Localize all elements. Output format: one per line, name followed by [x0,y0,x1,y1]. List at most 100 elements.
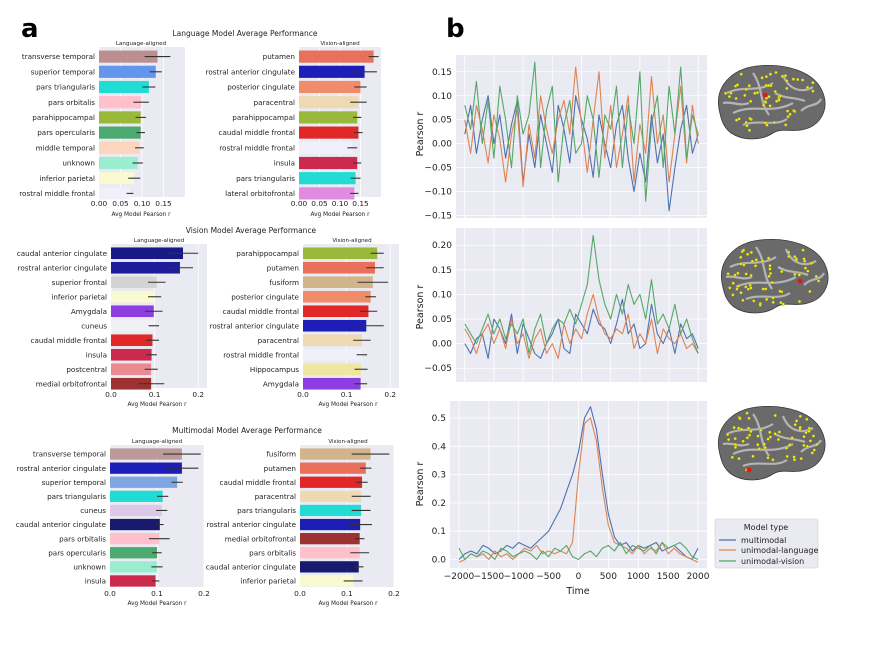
electrode-marker [798,414,802,418]
electrode-marker [801,78,805,82]
electrode-marker [733,437,737,441]
vision-model-language-aligned-bar [111,247,183,260]
electrode-marker [802,257,806,261]
brain-sulcus [752,72,770,116]
language-model-vision-aligned-bar [299,96,359,109]
electrode-marker [781,302,785,306]
language-model-language-aligned-xlabel: Avg Model Pearson r [111,212,171,218]
language-model-language-aligned-bar [99,156,138,170]
multimodal-model-language-aligned-bar [110,490,163,502]
electrode-marker [803,266,807,270]
multimodal-model-language-aligned-bar [110,448,182,460]
electrode-marker [757,447,761,451]
vision-model-language-aligned-category-label: Amygdala [71,307,107,316]
electrode-marker [729,91,733,95]
electrode-marker [773,432,777,436]
electrode-marker [761,287,765,291]
multimodal-model-vision-aligned-category-label: caudal anterior cingulate [206,562,297,571]
time-series-3-y-tick-label: 0.3 [432,471,446,481]
electrode-marker [741,298,745,302]
time-series-2-line-unimodal-vision [464,234,699,355]
electrode-marker [784,123,788,127]
electrode-marker [743,93,747,97]
language-model-language-aligned-category-label: transverse temporal [22,52,95,61]
vision-model-vision-aligned-category-label: paracentral [258,336,299,345]
electrode-marker [733,445,738,449]
legend-box [714,518,819,569]
multimodal-model-language-aligned-category-label: caudal anterior cingulate [16,520,107,529]
time-series-2-y-tick-label: 0.15 [432,266,452,276]
language-model-language-aligned-x-tick-label: 0.10 [134,199,151,208]
electrode-marker [758,303,762,307]
electrode-marker [790,436,794,440]
time-series-3-x-tick-label: −2000 [444,572,475,582]
electrode-marker [771,296,775,300]
time-series-1-line-unimodal-vision [464,61,699,202]
vision-model-language-aligned-bar [111,348,152,361]
electrode-marker [734,118,739,122]
language-model-vision-aligned-category-label: caudal middle frontal [219,128,296,137]
multimodal-model-vision-aligned-bar [300,504,362,517]
brain-sulcus [752,413,770,457]
electrode-marker [780,270,784,274]
language-model-vision-aligned-bar [299,111,358,124]
multimodal-model-vision-aligned-bar [300,462,366,474]
brain-outline [717,65,826,140]
electrode-marker [793,423,797,427]
language-model-language-aligned-category-label: rostral middle frontal [19,189,95,198]
vision-model-title: Vision Model Average Performance [186,226,317,235]
multimodal-model-language-aligned-category-label: unknown [73,562,106,571]
electrode-marker [793,255,797,259]
brain-sulcus [803,272,825,286]
time-series-3-x-tick-label: 0 [576,572,582,582]
vision-model-language-aligned-bar [111,276,157,289]
electrode-marker [766,84,770,88]
brain-sulcus [800,439,822,453]
vision-model-vision-aligned-category-label: posterior cingulate [231,292,299,301]
electrode-marker [726,432,730,437]
panel-label-b: b [446,14,465,44]
electrode-marker [807,426,811,430]
multimodal-model-language-aligned-bar [110,561,157,573]
time-series-3-y-tick-label: 0.1 [432,527,446,537]
language-model-language-aligned-category-label: pars orbitalis [48,98,95,107]
multimodal-model-language-aligned-x-tick-label: 0.2 [198,589,210,598]
electrode-marker [812,448,816,452]
electrode-marker [739,255,743,259]
electrode-marker [792,455,796,459]
vision-model-vision-aligned-x-tick-label: 0.1 [341,390,353,399]
vision-model-language-aligned-category-label: caudal anterior cingulate [17,249,108,258]
electrode-marker [747,128,752,132]
electrode-marker [759,428,763,432]
language-model-vision-aligned-bar [299,80,361,94]
multimodal-model-language-aligned-chart: 0.0 0.1 0.2 transverse temporal rostral ante… [16,445,210,598]
language-model-language-aligned-bar [99,50,158,63]
electrode-marker [763,121,767,125]
vision-model-language-aligned-x-tick-label: 0.0 [105,390,117,399]
electrode-marker [764,75,768,79]
electrode-marker [730,455,734,459]
legend-entry-unimodal-language: unimodal-language [741,546,818,555]
time-series-1-y-tick-label: 0.15 [432,68,452,78]
language-model-vision-aligned-subtitle: Vision-aligned [320,41,360,47]
vision-model-language-aligned-bar [111,319,154,332]
electrode-marker [765,123,769,127]
time-series-2-line-unimodal-language [464,293,699,359]
vision-model-language-aligned-category-label: superior frontal [52,278,107,287]
electrode-marker [767,95,771,99]
electrode-marker [741,248,746,252]
vision-model-vision-aligned-category-label: Amygdala [263,379,299,388]
language-model-vision-aligned-category-label: parahippocampal [232,113,295,122]
multimodal-model-language-aligned-bar [110,476,178,488]
electrode-marker [773,89,777,94]
electrode-marker [749,273,753,278]
language-model-language-aligned-bar [99,80,149,94]
electrode-marker [770,280,774,285]
multimodal-model-language-aligned-category-label: cuneus [80,506,106,515]
multimodal-model-language-aligned-bar [110,533,160,545]
multimodal-model-language-aligned-bar [110,462,182,474]
time-series-2-y-tick-label: −0.05 [424,364,452,374]
brain-sulcus [774,433,806,444]
time-series-1-y-tick-label: −0.15 [424,212,452,222]
time-series-3-y-tick-label: 0.2 [432,499,446,509]
